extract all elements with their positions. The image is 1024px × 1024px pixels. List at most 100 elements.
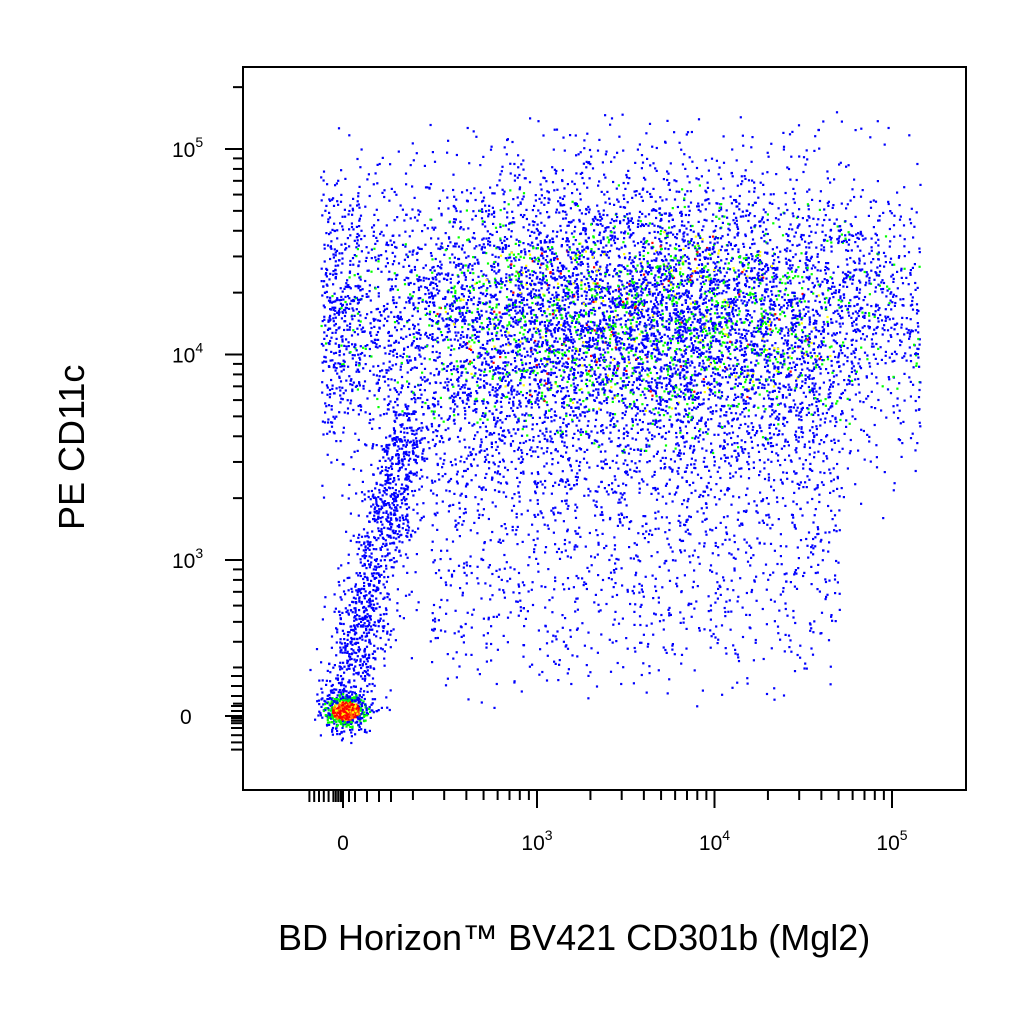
event-point — [770, 398, 773, 401]
event-point — [738, 194, 741, 198]
event-point — [734, 396, 737, 399]
event-point — [546, 329, 549, 332]
event-point — [560, 276, 563, 279]
event-point — [566, 390, 569, 393]
event-point — [561, 357, 564, 360]
event-point — [799, 402, 802, 405]
event-point — [820, 342, 824, 345]
event-point — [416, 251, 419, 254]
event-point — [682, 310, 686, 313]
event-point — [383, 398, 386, 401]
event-point — [702, 322, 705, 325]
event-point — [534, 401, 537, 404]
event-point — [676, 373, 679, 376]
event-point — [419, 297, 422, 300]
event-point — [905, 317, 908, 320]
event-point — [454, 218, 457, 221]
event-point — [474, 282, 477, 285]
event-point — [858, 288, 862, 291]
event-point — [766, 151, 769, 154]
event-point — [533, 260, 536, 263]
event-point — [511, 369, 514, 372]
event-point — [455, 242, 458, 245]
event-point — [598, 138, 601, 141]
event-point — [341, 340, 344, 343]
event-point — [480, 286, 483, 289]
event-point — [811, 377, 814, 380]
event-point — [340, 397, 343, 400]
event-point — [612, 275, 615, 278]
event-point — [903, 333, 906, 336]
event-point — [814, 358, 817, 361]
event-point — [606, 251, 609, 254]
event-point — [562, 401, 566, 404]
event-point — [418, 353, 421, 356]
event-point — [398, 296, 401, 299]
event-point — [849, 299, 852, 302]
event-point — [479, 373, 482, 377]
event-point — [556, 385, 559, 388]
event-point — [557, 362, 560, 365]
event-point — [671, 407, 674, 410]
event-point — [518, 305, 521, 308]
event-point — [461, 306, 464, 309]
event-point — [798, 338, 801, 341]
event-point — [723, 215, 726, 218]
event-point — [722, 197, 725, 200]
event-point — [351, 343, 354, 346]
event-point — [605, 270, 608, 274]
event-point — [664, 140, 667, 143]
event-point — [611, 348, 614, 351]
event-point — [721, 221, 724, 224]
event-point — [487, 213, 490, 216]
event-point — [793, 323, 796, 326]
event-point — [903, 255, 906, 258]
event-point — [701, 229, 704, 232]
event-point — [855, 370, 858, 373]
event-point — [627, 217, 630, 220]
event-point — [648, 316, 651, 319]
event-point — [740, 341, 743, 345]
event-point — [572, 235, 575, 239]
event-point — [625, 373, 628, 376]
event-point — [537, 281, 540, 284]
event-point — [641, 161, 645, 164]
event-point — [623, 367, 626, 370]
event-point — [545, 180, 548, 183]
event-point — [761, 337, 764, 340]
event-point — [815, 359, 818, 362]
event-point — [510, 334, 513, 338]
event-point — [691, 281, 695, 284]
event-point — [680, 321, 683, 324]
event-point — [408, 327, 411, 331]
event-point — [614, 306, 617, 309]
event-point — [825, 262, 828, 265]
event-point — [727, 227, 730, 230]
event-point — [749, 321, 752, 324]
event-point — [524, 362, 528, 365]
event-point — [388, 199, 391, 202]
event-point — [625, 484, 628, 487]
event-point — [340, 344, 343, 347]
event-point — [815, 320, 818, 323]
event-point — [500, 351, 503, 354]
event-point — [355, 370, 358, 373]
event-point — [742, 386, 745, 389]
event-point — [459, 337, 462, 340]
event-point — [635, 406, 638, 409]
event-point — [663, 364, 666, 367]
event-point — [765, 354, 768, 357]
event-point — [738, 467, 741, 470]
event-point — [713, 379, 716, 383]
event-point — [642, 378, 645, 381]
event-point — [692, 315, 695, 318]
event-point — [606, 264, 609, 267]
event-point — [332, 392, 336, 395]
event-point — [768, 347, 771, 351]
event-point — [359, 278, 362, 281]
event-point — [350, 299, 353, 302]
event-point — [679, 318, 682, 321]
event-point — [840, 120, 843, 123]
event-point — [659, 196, 662, 199]
event-point — [600, 402, 603, 405]
